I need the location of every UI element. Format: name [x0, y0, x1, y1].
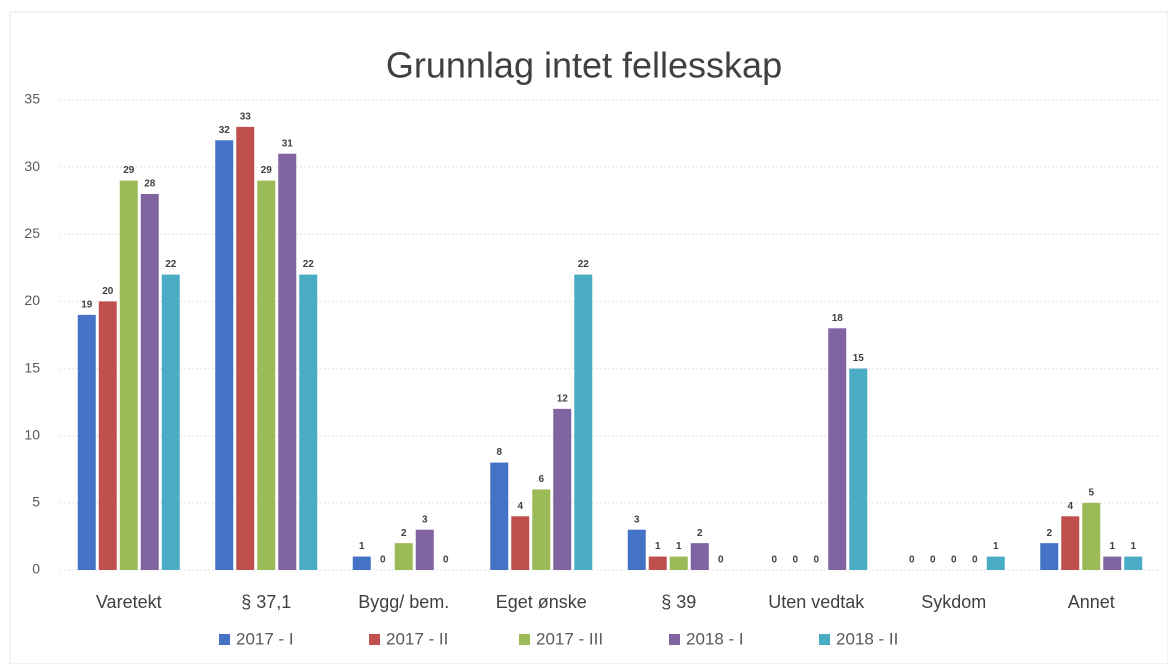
bar — [849, 368, 868, 570]
data-label: 3 — [634, 514, 640, 525]
bar — [511, 516, 530, 570]
y-tick-label: 0 — [32, 561, 40, 577]
legend-label: 2017 - III — [536, 629, 603, 648]
data-label: 0 — [718, 555, 724, 566]
data-label: 0 — [930, 555, 936, 566]
data-label: 0 — [813, 555, 819, 566]
data-label: 2 — [1046, 528, 1052, 539]
bar — [98, 301, 117, 570]
data-label: 0 — [443, 555, 449, 566]
data-label: 6 — [538, 474, 544, 485]
data-label: 0 — [972, 555, 978, 566]
bar — [161, 274, 180, 570]
data-label: 4 — [517, 501, 523, 512]
data-label: 4 — [1067, 501, 1073, 512]
legend-label: 2017 - II — [386, 629, 448, 648]
data-label: 0 — [951, 555, 957, 566]
data-label: 1 — [993, 541, 999, 552]
bar — [415, 529, 434, 570]
data-label: 12 — [557, 393, 569, 404]
legend-swatch — [819, 634, 830, 645]
bar — [986, 556, 1005, 570]
bar — [140, 194, 159, 570]
data-label: 0 — [771, 555, 777, 566]
x-tick-label: § 37,1 — [241, 592, 291, 612]
data-label: 15 — [853, 353, 865, 364]
x-tick-label: Bygg/ bem. — [358, 592, 449, 612]
data-label: 8 — [496, 447, 502, 458]
bar — [648, 556, 667, 570]
bar — [532, 489, 551, 570]
bar — [1082, 502, 1101, 570]
x-tick-label: Eget ønske — [496, 592, 587, 612]
x-tick-label: Annet — [1068, 592, 1115, 612]
data-label: 0 — [380, 555, 386, 566]
data-label: 29 — [123, 165, 135, 176]
y-tick-label: 35 — [24, 91, 40, 107]
data-label: 0 — [792, 555, 798, 566]
data-label: 22 — [165, 259, 177, 270]
bar — [119, 180, 138, 571]
data-label: 1 — [1130, 541, 1136, 552]
x-tick-label: § 39 — [661, 592, 696, 612]
x-tick-label: Varetekt — [96, 592, 162, 612]
bar — [215, 140, 234, 571]
data-label: 33 — [240, 111, 252, 122]
bar — [1103, 556, 1122, 570]
y-tick-label: 30 — [24, 158, 40, 174]
bar — [1040, 543, 1059, 570]
data-label: 31 — [282, 138, 294, 149]
data-label: 1 — [1109, 541, 1115, 552]
data-label: 2 — [697, 528, 703, 539]
bar — [828, 328, 847, 570]
y-tick-label: 15 — [24, 359, 40, 375]
bar — [669, 556, 688, 570]
legend-swatch — [369, 634, 380, 645]
data-label: 19 — [81, 299, 93, 310]
data-label: 22 — [303, 259, 315, 270]
x-tick-label: Uten vedtak — [768, 592, 865, 612]
data-label: 20 — [102, 286, 114, 297]
y-tick-label: 20 — [24, 292, 40, 308]
data-label: 29 — [261, 165, 273, 176]
bar — [1061, 516, 1080, 570]
data-label: 22 — [578, 259, 590, 270]
bar — [490, 462, 509, 570]
bar — [352, 556, 371, 570]
bar — [77, 314, 96, 570]
data-label: 32 — [219, 125, 231, 136]
bar — [236, 126, 255, 570]
bar — [690, 543, 709, 570]
legend-swatch — [219, 634, 230, 645]
data-label: 1 — [655, 541, 661, 552]
bar — [278, 153, 297, 570]
data-label: 0 — [909, 555, 915, 566]
bar — [299, 274, 318, 570]
y-tick-label: 5 — [32, 494, 40, 510]
legend-swatch — [669, 634, 680, 645]
data-label: 1 — [359, 541, 365, 552]
bar — [394, 543, 413, 570]
legend-label: 2018 - II — [836, 629, 898, 648]
bar — [627, 529, 646, 570]
bar — [1124, 556, 1143, 570]
data-label: 28 — [144, 179, 156, 190]
bar — [257, 180, 276, 571]
legend-label: 2017 - I — [236, 629, 294, 648]
legend-swatch — [519, 634, 530, 645]
data-label: 18 — [832, 313, 844, 324]
bar — [574, 274, 593, 570]
bar — [553, 408, 572, 570]
legend-label: 2018 - I — [686, 629, 744, 648]
data-label: 5 — [1088, 487, 1094, 498]
data-label: 1 — [676, 541, 682, 552]
data-label: 3 — [422, 514, 428, 525]
x-tick-label: Sykdom — [921, 592, 986, 612]
y-tick-label: 25 — [24, 225, 40, 241]
chart-title: Grunnlag intet fellesskap — [386, 45, 782, 86]
y-tick-label: 10 — [24, 426, 40, 442]
data-label: 2 — [401, 528, 407, 539]
